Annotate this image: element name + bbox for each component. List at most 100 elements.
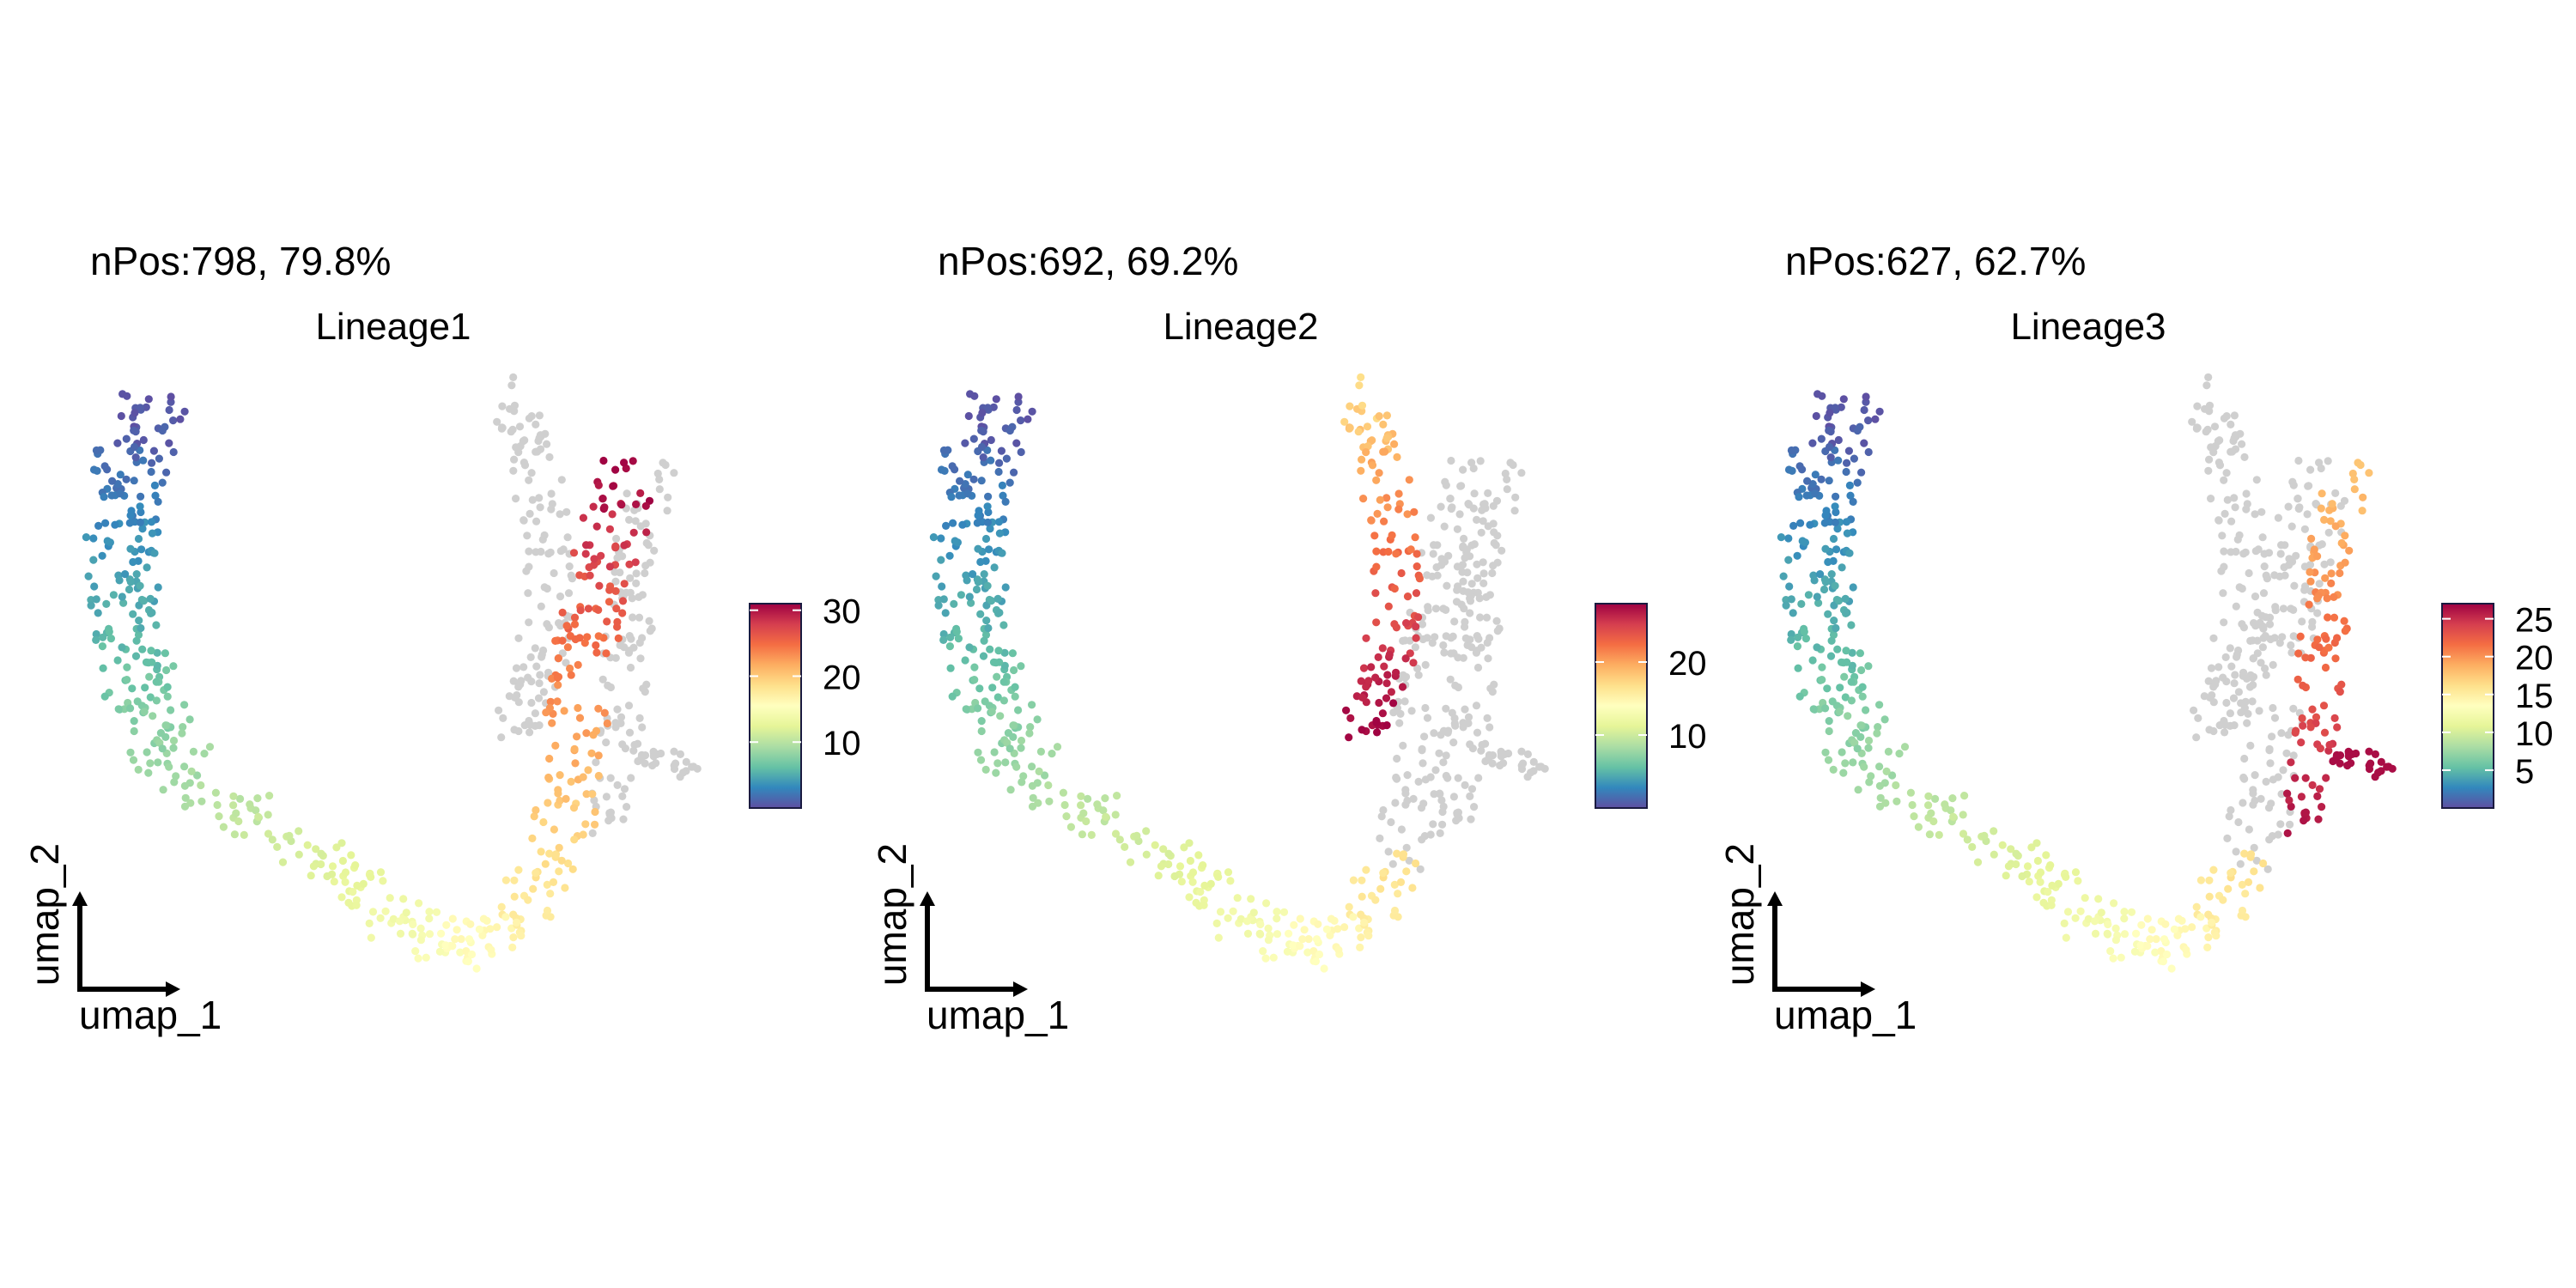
- cell-point: [983, 404, 992, 412]
- cell-point-unassigned: [527, 412, 536, 421]
- cell-point: [939, 446, 948, 455]
- cell-point: [1858, 683, 1867, 691]
- cell-point: [1357, 910, 1365, 919]
- cell-point: [1355, 381, 1364, 390]
- x-axis-label: umap_1: [927, 993, 1069, 1037]
- cell-point: [1847, 696, 1856, 705]
- cell-point: [147, 647, 155, 655]
- cell-point-unassigned: [519, 516, 528, 525]
- cell-point: [1000, 661, 1009, 670]
- cell-point: [232, 809, 240, 817]
- cell-point-unassigned: [618, 792, 627, 801]
- cell-point-unassigned: [1479, 558, 1487, 567]
- cell-point: [1379, 869, 1388, 878]
- cell-point-unassigned: [1442, 605, 1450, 615]
- cell-point: [1798, 465, 1807, 474]
- cell-point: [999, 621, 1008, 629]
- cell-point: [567, 671, 575, 679]
- cell-point: [1931, 794, 1940, 804]
- cell-point-unassigned: [2205, 401, 2215, 410]
- cell-point: [2170, 925, 2178, 933]
- cell-point: [1084, 794, 1092, 804]
- cell-point: [1315, 950, 1324, 959]
- cell-point-unassigned: [2220, 476, 2228, 484]
- cell-point: [466, 920, 475, 928]
- cell-point: [981, 697, 989, 706]
- cell-point: [1814, 598, 1823, 607]
- cell-point: [330, 878, 338, 886]
- cell-point: [2317, 504, 2325, 513]
- cell-point-unassigned: [2260, 550, 2269, 558]
- cell-point: [1229, 907, 1237, 915]
- cell-point: [93, 466, 101, 476]
- cell-point: [1815, 705, 1824, 714]
- cell-point-unassigned: [2243, 719, 2251, 727]
- cell-point-unassigned: [1405, 856, 1413, 865]
- cell-point-unassigned: [2278, 633, 2287, 641]
- cell-point: [236, 794, 245, 804]
- cell-point: [1381, 447, 1389, 456]
- cell-point: [246, 800, 254, 809]
- cell-point: [969, 570, 977, 579]
- cell-point-unassigned: [2211, 442, 2220, 451]
- cell-point-unassigned: [602, 793, 611, 801]
- cell-point: [2167, 964, 2176, 973]
- cell-point: [979, 453, 987, 462]
- cell-point-unassigned: [2227, 420, 2235, 428]
- cell-point: [229, 801, 238, 810]
- cell-point-unassigned: [497, 733, 506, 742]
- cell-point: [1121, 842, 1129, 852]
- cell-point: [2297, 793, 2306, 801]
- cell-point: [162, 468, 171, 477]
- cell-point: [594, 605, 603, 615]
- cell-point: [409, 920, 417, 929]
- cell-point: [1413, 562, 1421, 571]
- cell-point-unassigned: [2298, 617, 2306, 626]
- cell-point-unassigned: [2206, 693, 2215, 702]
- cell-point: [567, 777, 575, 787]
- cell-point: [103, 537, 112, 545]
- cell-point: [1320, 964, 1328, 973]
- cell-point: [1839, 769, 1848, 777]
- cell-point: [582, 541, 591, 550]
- cell-point: [170, 778, 179, 787]
- cell-point: [1048, 750, 1056, 758]
- cell-point: [929, 533, 938, 542]
- cell-point: [1357, 677, 1365, 685]
- cell-point: [1025, 729, 1034, 738]
- cell-point: [988, 683, 997, 692]
- cell-point: [948, 692, 957, 701]
- cell-point: [92, 595, 100, 604]
- cell-point-unassigned: [2290, 581, 2299, 590]
- colorbar-tick-label: 20: [1668, 645, 1707, 683]
- cell-point-unassigned: [592, 758, 600, 767]
- cell-point: [594, 704, 603, 713]
- cell-point: [981, 765, 990, 775]
- axis-arrows: [1767, 891, 1875, 997]
- cell-point-unassigned: [1497, 752, 1505, 761]
- cell-point: [1787, 635, 1795, 645]
- cell-point: [2104, 920, 2112, 929]
- cell-point: [2111, 924, 2120, 933]
- cell-point: [140, 708, 149, 716]
- cell-point: [1393, 849, 1401, 858]
- cell-point: [1900, 743, 1910, 751]
- cell-point: [2027, 843, 2036, 852]
- cell-point-unassigned: [1414, 777, 1423, 787]
- cell-point: [1779, 572, 1788, 580]
- cell-point: [1186, 856, 1194, 866]
- cell-point: [130, 426, 138, 434]
- cell-point-unassigned: [2222, 469, 2231, 477]
- cell-point: [594, 481, 603, 489]
- x-arrowhead: [1013, 981, 1028, 997]
- cell-point: [1415, 574, 1424, 583]
- cell-point-unassigned: [1433, 571, 1442, 580]
- cell-point: [2321, 574, 2330, 582]
- cell-point-unassigned: [512, 664, 521, 672]
- cell-point: [1340, 923, 1349, 932]
- cell-point-unassigned: [1482, 592, 1491, 602]
- cell-point: [570, 620, 580, 629]
- cell-point: [537, 848, 545, 856]
- cell-point: [295, 827, 303, 835]
